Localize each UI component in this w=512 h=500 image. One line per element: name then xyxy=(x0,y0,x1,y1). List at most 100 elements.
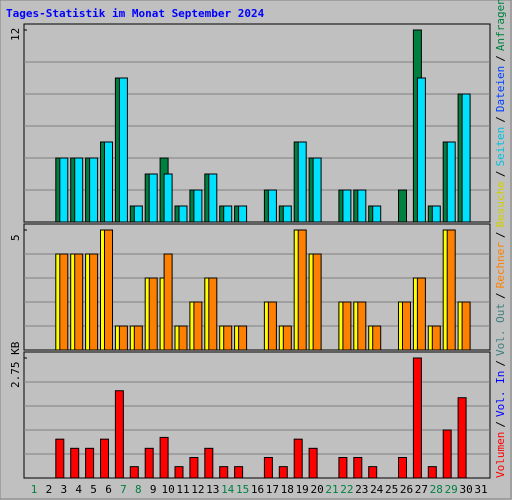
bar xyxy=(234,466,244,479)
bar xyxy=(442,429,452,479)
legend-entry: Anfragen xyxy=(494,0,507,51)
bar xyxy=(104,229,113,351)
bar xyxy=(74,253,84,351)
x-tick-label: 11 xyxy=(176,483,189,496)
bar xyxy=(293,438,303,479)
x-tick-label: 16 xyxy=(251,483,264,496)
x-tick-label: 29 xyxy=(445,483,458,496)
bar xyxy=(297,229,307,351)
bar xyxy=(238,205,248,223)
bar xyxy=(59,157,69,223)
bar xyxy=(263,456,273,479)
bar xyxy=(416,77,426,223)
bar xyxy=(74,157,84,223)
bar xyxy=(446,229,456,351)
legend-entry: Vol. Out xyxy=(494,303,507,356)
x-tick-label: 31 xyxy=(474,483,487,496)
bar xyxy=(208,277,218,351)
bar xyxy=(431,325,441,351)
bar xyxy=(144,447,154,479)
bar xyxy=(282,205,292,223)
x-tick-label: 18 xyxy=(281,483,294,496)
x-tick-label: 20 xyxy=(310,483,323,496)
bar xyxy=(163,173,173,223)
x-tick-label: 17 xyxy=(266,483,279,496)
bar xyxy=(357,301,367,351)
legend-separator: / xyxy=(494,231,507,238)
x-tick-label: 19 xyxy=(296,483,309,496)
bar xyxy=(267,301,277,351)
x-tick-label: 7 xyxy=(120,483,127,496)
legend-entry: Rechner xyxy=(494,242,507,289)
legend-separator: / xyxy=(494,421,507,428)
x-tick-label: 23 xyxy=(355,483,368,496)
bar xyxy=(457,397,467,479)
bar xyxy=(353,456,363,479)
legend-entry: Vol. In xyxy=(494,371,507,417)
x-tick-label: 24 xyxy=(370,483,384,496)
x-tick-label: 8 xyxy=(135,483,142,496)
bar xyxy=(308,447,318,479)
bar xyxy=(372,325,382,351)
bar xyxy=(398,456,407,479)
x-tick-label: 25 xyxy=(385,483,398,496)
x-tick-label: 15 xyxy=(236,483,249,496)
legend-entry: Seiten xyxy=(494,127,507,167)
bar xyxy=(118,77,128,223)
chart-title: Tages-Statistik im Monat September 2024 xyxy=(6,7,265,20)
bar xyxy=(163,253,173,351)
bar xyxy=(223,325,233,351)
bar xyxy=(100,438,109,479)
bar xyxy=(189,456,199,479)
x-tick-label: 13 xyxy=(206,483,219,496)
x-tick-label: 3 xyxy=(60,483,67,496)
bar xyxy=(148,173,158,223)
bar xyxy=(178,205,188,223)
x-tick-label: 27 xyxy=(415,483,428,496)
bar xyxy=(372,205,382,223)
x-tick-label: 1 xyxy=(31,483,38,496)
legend-separator: / xyxy=(494,292,507,299)
bar xyxy=(278,466,288,479)
bar xyxy=(219,466,229,479)
bar xyxy=(114,390,124,479)
bar xyxy=(427,466,437,479)
bar xyxy=(461,301,471,351)
bar xyxy=(461,93,471,223)
bar xyxy=(89,253,99,351)
bar xyxy=(402,301,411,351)
bar xyxy=(70,447,80,479)
x-tick-label: 22 xyxy=(340,483,353,496)
y-tick-label: 2.75 KB xyxy=(9,341,22,388)
legend-separator: / xyxy=(494,170,507,177)
bar xyxy=(297,141,307,223)
bar xyxy=(178,325,188,351)
bar xyxy=(193,301,203,351)
x-tick-label: 10 xyxy=(161,483,174,496)
bar xyxy=(133,325,143,351)
bar xyxy=(431,205,441,223)
bar xyxy=(368,466,378,479)
bar xyxy=(416,277,426,351)
bar xyxy=(193,189,203,223)
bar xyxy=(412,357,422,479)
bar xyxy=(174,466,184,479)
legend-entry: Dateien xyxy=(494,66,507,112)
x-tick-label: 12 xyxy=(191,483,204,496)
bar xyxy=(204,447,214,479)
y-tick-label: 5 xyxy=(9,234,22,241)
x-tick-label: 5 xyxy=(90,483,97,496)
bar xyxy=(133,205,143,223)
bar xyxy=(159,436,169,479)
bar xyxy=(129,466,139,479)
bar xyxy=(59,253,69,351)
bar xyxy=(89,157,99,223)
x-tick-label: 26 xyxy=(400,483,413,496)
x-tick-label: 14 xyxy=(221,483,235,496)
bar xyxy=(104,141,113,223)
bar xyxy=(282,325,292,351)
bar xyxy=(118,325,128,351)
bar xyxy=(223,205,233,223)
bar xyxy=(338,456,348,479)
